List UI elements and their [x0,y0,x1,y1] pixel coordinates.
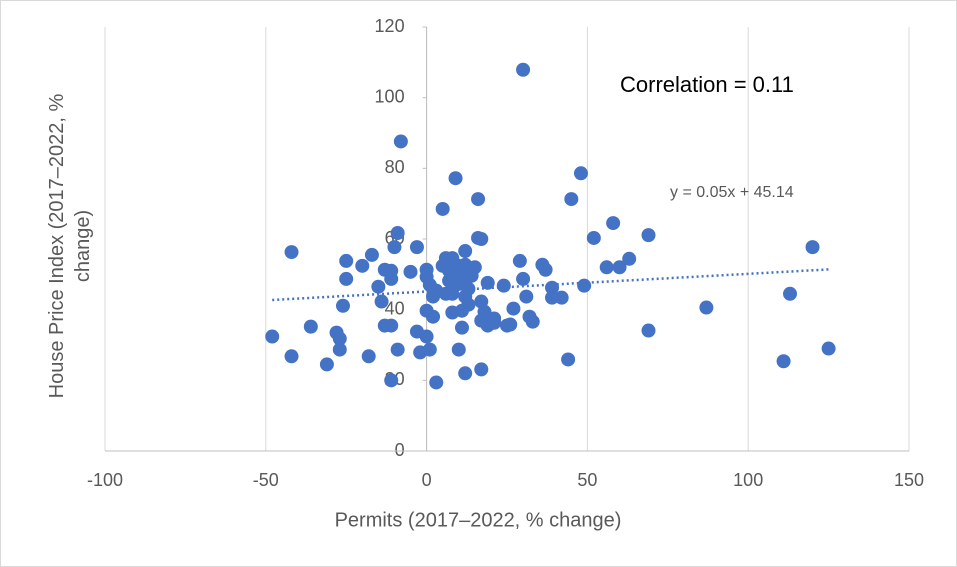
point [422,342,437,357]
y-tick-label: 120 [375,16,405,36]
point [586,230,601,245]
point [384,271,399,286]
point [332,342,347,357]
point [554,290,569,305]
trendline-label: y = 0.05x + 45.14 [670,184,794,201]
point [512,253,527,268]
x-axis-label: Permits (2017–2022, % change) [335,509,622,531]
point [265,329,280,344]
point [471,192,486,207]
point [474,232,489,246]
point [516,62,531,77]
point [776,354,791,369]
point [319,357,334,372]
point [464,268,479,283]
point [487,311,502,326]
point [458,244,473,259]
point [409,240,424,255]
point [361,349,376,364]
point [577,278,592,293]
point [426,309,441,324]
point [419,329,434,344]
point [454,320,469,335]
point [393,134,408,149]
point [783,286,798,301]
point [371,279,386,294]
point [458,289,473,304]
point [429,375,444,390]
point [448,171,463,186]
point [387,240,402,255]
point [355,258,370,273]
point [435,201,450,216]
point [303,319,318,334]
y-tick-label: 40 [385,298,405,318]
y-tick-label: 100 [375,86,405,106]
annotation: Correlation = 0.11 [620,72,794,97]
point [573,166,588,181]
point [641,323,656,338]
point [390,225,405,240]
point [374,294,389,309]
y-axis-label: House Price Index (2017–2022, % change) [46,93,94,399]
x-tick-label: 100 [733,470,763,490]
point [364,247,379,262]
x-tick-label: 50 [577,470,597,490]
point [480,275,495,290]
x-tick-label: 150 [894,470,924,490]
point [622,251,637,266]
x-tick-label: -100 [87,470,123,490]
point [451,342,466,357]
y-tick-label: 0 [395,440,405,460]
point [599,260,614,275]
point [641,228,656,243]
point [390,342,405,357]
point [699,300,714,315]
point [506,301,521,316]
point [545,290,560,305]
point [538,262,553,277]
point [525,314,540,329]
point [429,283,444,298]
x-tick-label: 0 [422,470,432,490]
point [403,264,418,279]
point [561,352,576,367]
point [445,251,460,266]
point [821,341,836,356]
point [335,298,350,313]
point [332,331,347,346]
point [516,271,531,286]
point [564,192,579,207]
point [519,289,534,304]
point [284,349,299,364]
point [435,258,450,273]
point [339,253,354,268]
point [606,216,621,231]
point [805,240,820,255]
point [384,318,399,333]
point [284,245,299,260]
point [474,362,489,377]
point [458,366,473,381]
x-tick-label: -50 [253,470,279,490]
point [384,373,399,388]
y-tick-label: 80 [385,157,405,177]
point [612,260,627,275]
point [496,278,511,293]
point [339,271,354,286]
point [503,317,518,332]
